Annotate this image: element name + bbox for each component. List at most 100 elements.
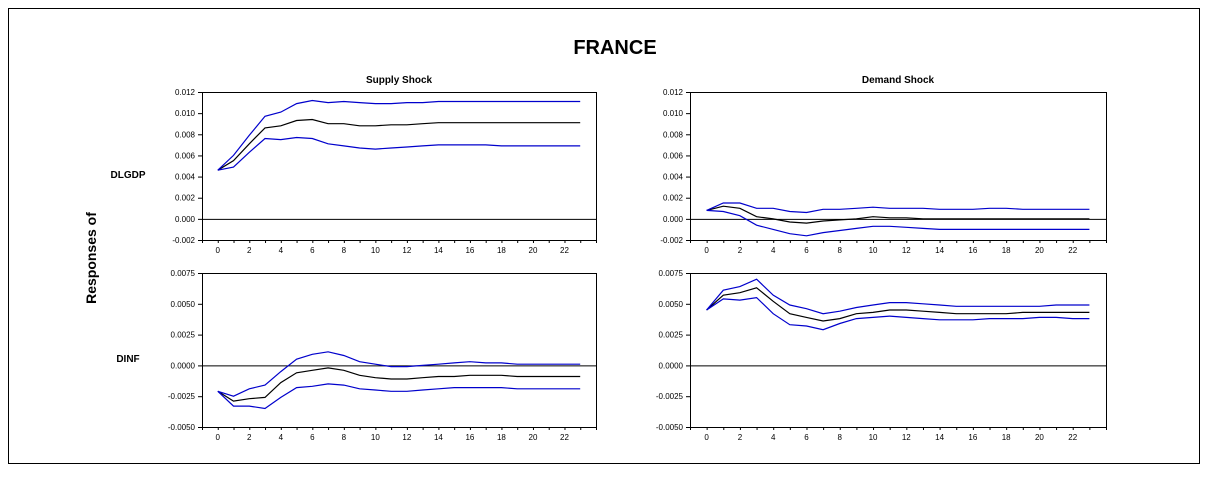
y-tick-label: 0.0075 (659, 269, 684, 278)
row-label-dinf: DINF (116, 354, 139, 365)
x-tick-label: 20 (529, 246, 538, 255)
y-tick-label: 0.006 (175, 151, 196, 160)
y-tick-label: 0.002 (175, 194, 196, 203)
y-tick-label: -0.002 (660, 236, 683, 245)
x-tick-label: 14 (434, 433, 443, 442)
x-tick-label: 10 (869, 246, 878, 255)
y-tick-label: 0.004 (175, 173, 196, 182)
x-tick-label: 18 (1002, 433, 1011, 442)
x-tick-label: 16 (968, 246, 977, 255)
x-tick-label: 22 (560, 246, 569, 255)
x-tick-label: 0 (704, 433, 709, 442)
response-line (706, 287, 1090, 322)
x-tick-label: 4 (771, 433, 776, 442)
upper-band-line (217, 99, 581, 171)
x-tick-label: 4 (279, 246, 284, 255)
x-tick-label: 22 (1068, 246, 1077, 255)
x-tick-label: 0 (216, 433, 221, 442)
response-line (217, 367, 581, 402)
lower-band-line (706, 296, 1090, 331)
x-tick-label: 22 (1068, 433, 1077, 442)
x-tick-label: 2 (247, 246, 252, 255)
x-tick-label: 12 (902, 246, 911, 255)
y-tick-label: -0.0025 (656, 392, 684, 401)
figure-title: FRANCE (573, 37, 656, 59)
y-tick-label: 0.008 (175, 130, 196, 139)
x-tick-label: 18 (497, 246, 506, 255)
y-tick-label: -0.0050 (168, 423, 196, 432)
x-tick-label: 4 (279, 433, 284, 442)
lower-band-line (217, 136, 581, 171)
y-tick-label: 0.012 (175, 88, 196, 97)
y-tick-label: 0.000 (175, 215, 196, 224)
x-tick-label: 20 (529, 433, 538, 442)
plot-frame (202, 273, 597, 428)
y-tick-label: 0.010 (663, 109, 684, 118)
panel-title: Demand Shock (862, 75, 935, 86)
lower-band-line (217, 383, 581, 410)
y-tick-label: 0.000 (663, 215, 684, 224)
y-tick-label: 0.012 (663, 88, 684, 97)
x-tick-label: 14 (935, 246, 944, 255)
y-tick-label: 0.010 (175, 109, 196, 118)
y-tick-label: 0.0075 (171, 269, 196, 278)
x-tick-label: 2 (738, 246, 743, 255)
x-tick-label: 12 (402, 246, 411, 255)
x-tick-label: 2 (738, 433, 743, 442)
panel-dinf-demand: 0.0075 0.0050 0.0025 0.0000 -0.0025 -0.0050 0 2… (656, 269, 1107, 442)
x-tick-label: 8 (342, 433, 347, 442)
x-tick-label: 6 (310, 246, 315, 255)
x-tick-label: 8 (342, 246, 347, 255)
y-tick-label: 0.0000 (659, 361, 684, 370)
upper-band-line (706, 202, 1090, 214)
y-tick-label: 0.006 (663, 151, 684, 160)
panel-dlgdp-supply: Supply Shock DLGDP 0.012 0.010 0.008 0.006 0… (111, 75, 597, 255)
x-tick-label: 10 (371, 433, 380, 442)
x-tick-label: 10 (371, 246, 380, 255)
x-tick-label: 6 (804, 433, 809, 442)
y-tick-label: -0.0025 (168, 392, 196, 401)
x-tick-label: 16 (968, 433, 977, 442)
x-tick-label: 10 (869, 433, 878, 442)
y-tick-label: 0.0050 (171, 300, 196, 309)
x-tick-label: 16 (465, 433, 474, 442)
plot-frame (202, 92, 597, 241)
x-tick-label: 20 (1035, 246, 1044, 255)
x-tick-label: 12 (402, 433, 411, 442)
panel-title: Supply Shock (366, 75, 433, 86)
x-tick-label: 2 (247, 433, 252, 442)
y-tick-label: 0.0050 (659, 300, 684, 309)
y-tick-label: 0.004 (663, 173, 684, 182)
y-tick-label: 0.008 (663, 130, 684, 139)
x-tick-label: 16 (465, 246, 474, 255)
x-tick-label: 22 (560, 433, 569, 442)
x-tick-label: 8 (838, 433, 843, 442)
x-tick-label: 6 (804, 246, 809, 255)
panel-dinf-supply: DINF 0.0075 0.0050 0.0025 0.0000 -0.0025 -0.0… (116, 269, 597, 442)
x-tick-label: 18 (497, 433, 506, 442)
y-tick-label: 0.0025 (659, 331, 684, 340)
x-tick-label: 0 (704, 246, 709, 255)
y-axis-label: Responses of (83, 212, 99, 304)
x-tick-label: 8 (838, 246, 843, 255)
x-tick-label: 4 (771, 246, 776, 255)
y-tick-label: -0.002 (172, 236, 195, 245)
y-tick-label: -0.0050 (656, 423, 684, 432)
panel-dlgdp-demand: Demand Shock 0.012 0.010 0.008 0.006 0.004 0.… (660, 75, 1107, 255)
x-tick-label: 0 (216, 246, 221, 255)
x-tick-label: 12 (902, 433, 911, 442)
upper-band-line (706, 278, 1090, 315)
response-line (217, 118, 581, 171)
x-tick-label: 18 (1002, 246, 1011, 255)
y-tick-label: 0.0000 (171, 361, 196, 370)
x-tick-label: 14 (935, 433, 944, 442)
y-tick-label: 0.0025 (171, 331, 196, 340)
plot-frame (690, 273, 1107, 428)
x-tick-label: 14 (434, 246, 443, 255)
y-tick-label: 0.002 (663, 194, 684, 203)
row-label-dlgdp: DLGDP (111, 170, 146, 181)
outer-border (8, 8, 1200, 464)
x-tick-label: 6 (310, 433, 315, 442)
